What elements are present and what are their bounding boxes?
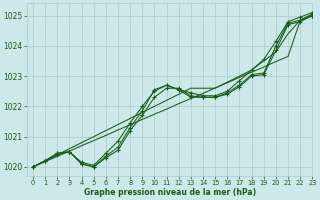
X-axis label: Graphe pression niveau de la mer (hPa): Graphe pression niveau de la mer (hPa) [84, 188, 256, 197]
